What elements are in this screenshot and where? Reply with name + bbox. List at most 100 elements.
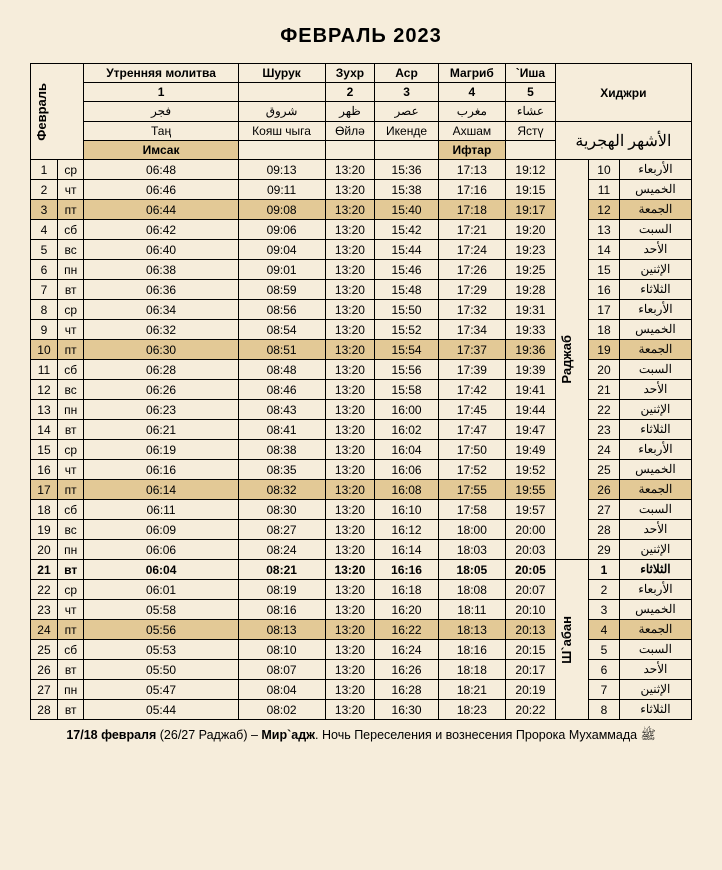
page-title: ФЕВРАЛЬ 2023 — [30, 25, 692, 48]
prayer-time: 09:11 — [238, 180, 325, 200]
prayer-time: 19:36 — [506, 340, 556, 360]
prayer-time: 17:39 — [438, 360, 505, 380]
prayer-time: 06:04 — [84, 560, 238, 580]
prayer-time: 20:17 — [506, 660, 556, 680]
weekday: пн — [57, 260, 84, 280]
prayer-time: 19:44 — [506, 400, 556, 420]
header-tatar: Ястү — [506, 122, 556, 141]
prayer-time: 13:20 — [325, 600, 375, 620]
hijri-weekday: الإثنين — [619, 400, 691, 420]
prayer-time: 08:07 — [238, 660, 325, 680]
day-num: 16 — [31, 460, 58, 480]
prayer-time: 17:26 — [438, 260, 505, 280]
hijri-weekday: الجمعة — [619, 200, 691, 220]
header-ru: Шурук — [238, 64, 325, 83]
weekday: пт — [57, 480, 84, 500]
prayer-time: 20:03 — [506, 540, 556, 560]
prayer-time: 06:44 — [84, 200, 238, 220]
prayer-time: 17:55 — [438, 480, 505, 500]
weekday: сб — [57, 360, 84, 380]
weekday: пт — [57, 340, 84, 360]
day-num: 1 — [31, 160, 58, 180]
prayer-time: 08:04 — [238, 680, 325, 700]
prayer-time: 08:30 — [238, 500, 325, 520]
prayer-time: 06:36 — [84, 280, 238, 300]
hijri-weekday: الثلاثاء — [619, 420, 691, 440]
header-ar: فجر — [84, 102, 238, 122]
prayer-time: 06:01 — [84, 580, 238, 600]
header-box — [506, 141, 556, 160]
prayer-time: 19:39 — [506, 360, 556, 380]
prayer-time: 06:30 — [84, 340, 238, 360]
prayer-time: 08:16 — [238, 600, 325, 620]
hijri-day: 25 — [589, 460, 620, 480]
prayer-time: 15:46 — [375, 260, 438, 280]
prayer-time: 13:20 — [325, 300, 375, 320]
hijri-weekday: الخميس — [619, 180, 691, 200]
prayer-time: 08:32 — [238, 480, 325, 500]
hijri-day: 2 — [589, 580, 620, 600]
prayer-time: 18:11 — [438, 600, 505, 620]
header-num: 1 — [84, 83, 238, 102]
prayer-time: 16:22 — [375, 620, 438, 640]
prayer-time: 15:38 — [375, 180, 438, 200]
hijri-weekday: الخميس — [619, 320, 691, 340]
hijri-day: 21 — [589, 380, 620, 400]
header-box — [325, 141, 375, 160]
prayer-time: 08:21 — [238, 560, 325, 580]
hijri-day: 1 — [589, 560, 620, 580]
weekday: вс — [57, 240, 84, 260]
prayer-time: 18:08 — [438, 580, 505, 600]
prayer-time: 17:21 — [438, 220, 505, 240]
prayer-time: 16:20 — [375, 600, 438, 620]
prayer-time: 15:36 — [375, 160, 438, 180]
hijri-day: 8 — [589, 700, 620, 720]
hijri-weekday: الخميس — [619, 600, 691, 620]
weekday: сб — [57, 500, 84, 520]
hijri-weekday: الأربعاء — [619, 300, 691, 320]
header-ar: ظهر — [325, 102, 375, 122]
prayer-time: 16:16 — [375, 560, 438, 580]
header-tatar: Өйлə — [325, 122, 375, 141]
header-box: Ифтар — [438, 141, 505, 160]
prayer-time: 19:12 — [506, 160, 556, 180]
prayer-time: 18:16 — [438, 640, 505, 660]
day-num: 12 — [31, 380, 58, 400]
prayer-time: 17:18 — [438, 200, 505, 220]
prayer-time: 17:16 — [438, 180, 505, 200]
prayer-time: 17:58 — [438, 500, 505, 520]
day-num: 13 — [31, 400, 58, 420]
header-box — [238, 141, 325, 160]
prayer-time: 09:01 — [238, 260, 325, 280]
hijri-weekday: الأحد — [619, 520, 691, 540]
prayer-time: 06:42 — [84, 220, 238, 240]
prayer-time: 20:15 — [506, 640, 556, 660]
prayer-time: 06:16 — [84, 460, 238, 480]
day-num: 7 — [31, 280, 58, 300]
prayer-time: 19:17 — [506, 200, 556, 220]
prayer-time: 17:37 — [438, 340, 505, 360]
hijri-weekday: الجمعة — [619, 480, 691, 500]
hijri-weekday: الإثنين — [619, 540, 691, 560]
prayer-time: 17:13 — [438, 160, 505, 180]
prayer-time: 15:44 — [375, 240, 438, 260]
prayer-time: 17:42 — [438, 380, 505, 400]
hijri-weekday: الثلاثاء — [619, 280, 691, 300]
hijri-month: Ш`абан — [555, 560, 588, 720]
prayer-time: 16:24 — [375, 640, 438, 660]
weekday: пн — [57, 680, 84, 700]
prayer-time: 19:31 — [506, 300, 556, 320]
header-ar: عصر — [375, 102, 438, 122]
header-num: 3 — [375, 83, 438, 102]
weekday: вс — [57, 520, 84, 540]
day-num: 22 — [31, 580, 58, 600]
prayer-time: 15:56 — [375, 360, 438, 380]
prayer-time: 19:47 — [506, 420, 556, 440]
prayer-time: 19:41 — [506, 380, 556, 400]
prayer-time: 09:08 — [238, 200, 325, 220]
day-num: 3 — [31, 200, 58, 220]
hijri-day: 26 — [589, 480, 620, 500]
weekday: пт — [57, 620, 84, 640]
prayer-time: 16:26 — [375, 660, 438, 680]
day-num: 10 — [31, 340, 58, 360]
